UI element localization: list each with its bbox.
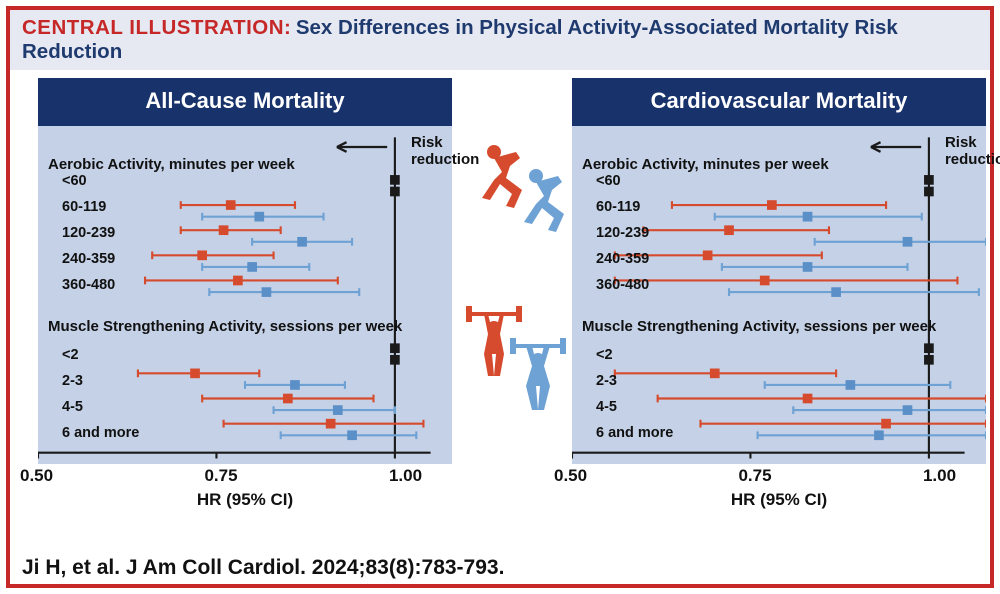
row-label: 240-359 [62,251,115,267]
section-heading: Muscle Strengthening Activity, sessions … [48,318,402,335]
row-label: 360-480 [62,277,115,293]
panel-body: Risk reductionAerobic Activity, minutes … [572,126,986,464]
x-tick-label: 0.75 [738,466,771,486]
runner-female-icon [482,145,522,208]
icons-svg [452,124,572,514]
section-heading: Aerobic Activity, minutes per week [582,156,829,173]
x-tick-label: 0.75 [204,466,237,486]
row-label: <60 [596,173,621,189]
lifter-male-icon [510,338,566,410]
x-label: HR (95% CI) [38,490,452,510]
row-label: 4-5 [62,399,83,415]
panel-body: Risk reductionAerobic Activity, minutes … [38,126,452,464]
x-label: HR (95% CI) [572,490,986,510]
row-label: 60-119 [62,199,106,215]
row-label: 2-3 [62,373,83,389]
x-ticks: 0.500.751.00 [572,464,986,486]
panel-cv-mortality: Cardiovascular Mortality Risk reductionA… [572,78,986,510]
row-label: 2-3 [596,373,617,389]
row-label: <60 [62,173,87,189]
row-label: <2 [596,347,613,363]
x-tick-label: 1.00 [389,466,422,486]
row-label: 360-480 [596,277,649,293]
plots-row: All-Cause Mortality Risk reductionAerobi… [10,78,990,534]
forest-plot [572,126,986,464]
row-label: 6 and more [596,425,673,441]
title-label: CENTRAL ILLUSTRATION: [22,16,291,39]
row-label: 120-239 [596,225,649,241]
row-label: 6 and more [62,425,139,441]
row-label: 60-119 [596,199,640,215]
row-label: 120-239 [62,225,115,241]
section-heading: Aerobic Activity, minutes per week [48,156,295,173]
title-band: CENTRAL ILLUSTRATION: Sex Differences in… [10,10,990,70]
x-tick-label: 0.50 [20,466,53,486]
citation-text: Ji H, et al. J Am Coll Cardiol. 2024;83(… [22,556,504,580]
section-heading: Muscle Strengthening Activity, sessions … [582,318,936,335]
row-label: 240-359 [596,251,649,267]
panel-header: All-Cause Mortality [38,78,452,126]
x-ticks: 0.500.751.00 [38,464,452,486]
x-tick-label: 0.50 [554,466,587,486]
row-label: <2 [62,347,79,363]
runner-male-icon [524,169,564,232]
center-icons [452,124,572,514]
risk-reduction-label: Risk reduction [945,134,1000,168]
x-tick-label: 1.00 [923,466,956,486]
panel-header: Cardiovascular Mortality [572,78,986,126]
row-label: 4-5 [596,399,617,415]
panel-all-cause: All-Cause Mortality Risk reductionAerobi… [38,78,452,510]
forest-plot [38,126,452,464]
